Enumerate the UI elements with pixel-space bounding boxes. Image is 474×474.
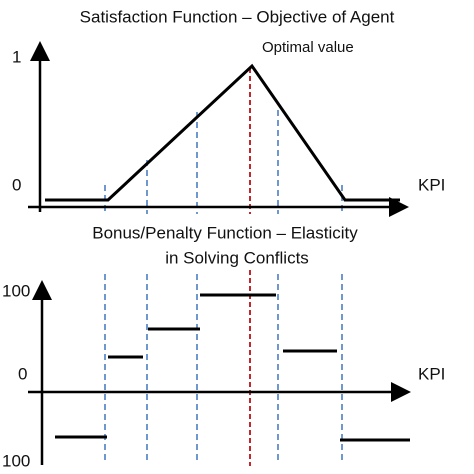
y-high-label: 1	[12, 47, 21, 66]
bottom-guides	[104, 270, 343, 466]
satisfaction-curve	[45, 63, 400, 202]
top-guides	[104, 68, 343, 214]
y-high-label: 100	[2, 281, 30, 300]
x-axis-label: KPI	[418, 364, 445, 383]
y-low-label: 100	[2, 451, 30, 470]
step-function	[55, 293, 410, 442]
optimal-annotation: Optimal value	[262, 39, 354, 56]
top-title: Satisfaction Function – Objective of Age…	[80, 7, 395, 26]
bottom-title: in Solving Conflicts	[165, 248, 309, 267]
x-axis-label: KPI	[418, 175, 445, 194]
y-low-label: 0	[12, 175, 21, 194]
y-mid-label: 0	[18, 364, 27, 383]
bottom-title: Bonus/Penalty Function – Elasticity	[92, 223, 358, 242]
